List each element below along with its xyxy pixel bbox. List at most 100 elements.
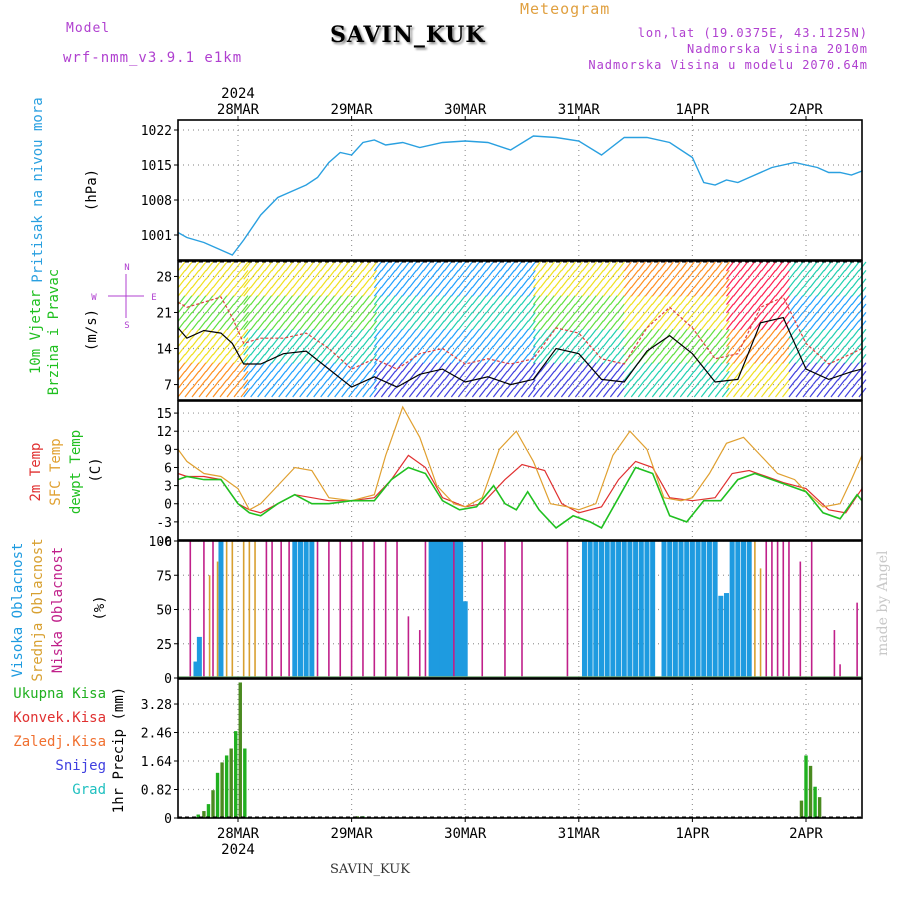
wind-barb (177, 337, 186, 347)
wind-barb (726, 270, 734, 280)
y-tick-label-temperature: 12 (156, 425, 172, 440)
wind-barb (768, 320, 776, 331)
wind-barb (768, 303, 776, 314)
wind-barb (450, 387, 459, 398)
wind-barb (726, 379, 734, 389)
wind-barb (532, 295, 541, 305)
wind-barb (240, 370, 249, 381)
wind-barb (754, 362, 762, 373)
wind-barb (520, 278, 529, 289)
wind-barb (802, 345, 811, 356)
wind-barb (450, 328, 459, 339)
wind-barb (851, 328, 860, 339)
wind-barb (816, 345, 825, 356)
wind-barb (327, 337, 336, 347)
wind-barb (415, 328, 424, 339)
top-day-label: 28MAR (217, 102, 260, 118)
wind-barb (205, 270, 214, 280)
cloud-ylabel-high: Visoka Oblacnost (10, 543, 26, 678)
wind-barb (672, 278, 681, 289)
wind-barb (198, 303, 207, 314)
wind-barb (499, 303, 508, 314)
wind-barb (595, 286, 604, 297)
wind-barb (527, 270, 536, 280)
wind-barb (394, 312, 403, 322)
wind-barb (422, 286, 431, 297)
wind-barb (630, 328, 639, 339)
wind-barb (707, 303, 716, 314)
wind-barb (700, 387, 709, 398)
wind-barb (693, 387, 702, 398)
wind-barb (644, 354, 653, 364)
wind-barb (539, 286, 548, 297)
wind-barb (373, 270, 382, 280)
wind-barb (436, 303, 445, 314)
wind-barb (809, 278, 818, 289)
wind-barb (355, 337, 364, 347)
wind-barb (809, 387, 818, 398)
wind-barb (355, 370, 364, 381)
temp-ylabel-2m: 2m Temp (28, 442, 44, 501)
y-tick-label-precip: 3.28 (141, 698, 172, 713)
wind-barb (768, 286, 776, 297)
wind-barb (306, 337, 315, 347)
wind-barb (373, 337, 382, 347)
wind-barb (250, 270, 259, 280)
precip-bar (206, 804, 211, 818)
wind-barb (362, 328, 371, 339)
wind-barb (782, 328, 790, 339)
wind-barb (707, 320, 716, 331)
wind-barb (768, 345, 776, 356)
wind-barb (299, 261, 308, 272)
precip-bar (238, 682, 242, 818)
precip-legend-item: Zaledj.Kisa (13, 734, 106, 750)
wind-barb (285, 303, 294, 314)
wind-barb (313, 345, 322, 356)
wind-barb (574, 328, 583, 339)
wind-barb (443, 312, 452, 322)
wind-barb (686, 320, 695, 331)
wind-barb (539, 337, 548, 347)
wind-barb (539, 261, 548, 272)
wind-barb (795, 270, 804, 280)
wind-barb (264, 387, 273, 398)
wind-barb (408, 354, 417, 364)
wind-barb (513, 295, 522, 305)
wind-barb (278, 278, 287, 289)
wind-barb (464, 261, 473, 272)
wind-barb (637, 303, 646, 314)
wind-barb (478, 379, 487, 389)
wind-barb (429, 387, 438, 398)
wind-barb (471, 303, 480, 314)
wind-barb (609, 328, 618, 339)
wind-barb (341, 345, 350, 356)
wind-barb (532, 362, 541, 373)
wind-barb (243, 345, 252, 356)
wind-barb (693, 320, 702, 331)
wind-barb (457, 295, 466, 305)
wind-barb (686, 312, 695, 322)
wind-barb (830, 303, 839, 314)
wind-barb (553, 362, 562, 373)
wind-barb (450, 303, 459, 314)
wind-barb (837, 345, 846, 356)
wind-barb (485, 312, 494, 322)
wind-barb (532, 278, 541, 289)
wind-barb (264, 278, 273, 289)
wind-barb (443, 387, 452, 398)
y-tick-label-clouds: 25 (156, 638, 172, 653)
cloud-bar-high (610, 541, 616, 678)
wind-barb (205, 278, 214, 289)
wind-barb (436, 295, 445, 305)
wind-barb (665, 295, 674, 305)
wind-barb (380, 354, 389, 364)
wind-barb (768, 337, 776, 347)
wind-barb (527, 370, 536, 381)
wind-barb (240, 278, 249, 289)
y-tick-label-clouds: 75 (156, 569, 172, 584)
wind-barb (830, 379, 839, 389)
wind-barb (644, 387, 653, 398)
wind-barb (243, 387, 252, 398)
wind-barb (257, 270, 266, 280)
